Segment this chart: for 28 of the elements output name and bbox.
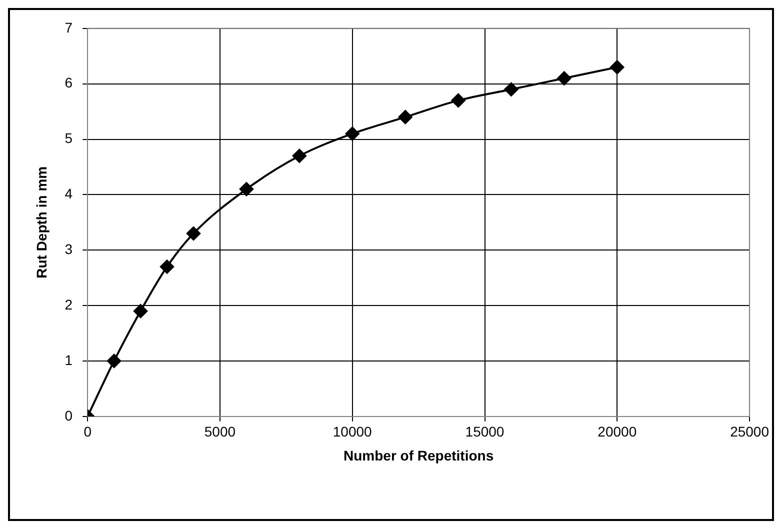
y-tick-label: 5 [64,130,73,146]
x-tick-label: 20000 [598,424,637,440]
y-tick-label: 2 [64,296,73,312]
y-tick-label: 1 [64,352,73,368]
point [557,71,572,86]
point [107,354,122,368]
point [134,304,148,318]
y-tick-label: 4 [64,186,73,202]
x-axis-title: Number of Repetitions [344,447,494,464]
y-tick-label: 7 [64,19,73,36]
point [160,260,174,274]
point [239,182,254,196]
x-tick-label: 15000 [465,424,504,440]
x-tick-label: 0 [84,424,92,440]
x-tick-label: 5000 [204,424,236,440]
point [398,110,412,124]
point [451,93,466,108]
x-tick-label: 10000 [332,424,372,440]
point [504,82,518,96]
y-axis-title: Rut Depth in mm [33,166,50,278]
y-tick-label: 0 [64,407,73,424]
x-tick-label: 25000 [730,424,770,440]
y-tick-label: 3 [64,240,73,257]
point [610,60,624,74]
y-tick-label: 6 [64,74,73,91]
point [292,148,306,163]
point [186,226,200,240]
point [345,126,360,141]
